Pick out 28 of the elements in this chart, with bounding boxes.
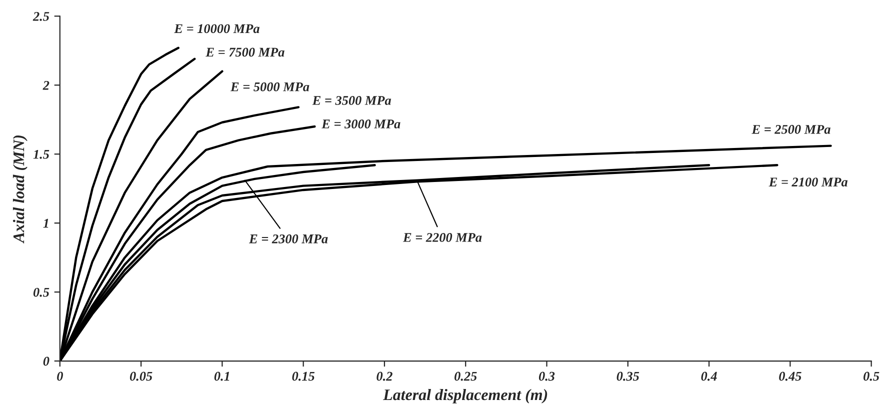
y-tick-label: 0 bbox=[43, 356, 50, 366]
x-tick-label: 0.15 bbox=[292, 372, 315, 381]
y-tick-label: 1.5 bbox=[33, 150, 50, 159]
annotation: E = 7500 MPa bbox=[206, 48, 284, 57]
annotation: E = 2100 MPa bbox=[768, 178, 848, 186]
annotation: E = 2200 MPa bbox=[402, 233, 482, 242]
y-axis-title: Axial load (MN) bbox=[12, 135, 28, 244]
x-tick-label: 0.05 bbox=[130, 372, 152, 381]
x-tick-label: 0.25 bbox=[454, 372, 477, 381]
annotation: E = 5000 MPa bbox=[230, 82, 310, 92]
x-axis-title: Lateral displacement (m) bbox=[382, 388, 548, 404]
y-tick-label: 1 bbox=[43, 218, 48, 228]
y-tick-label: 2 bbox=[42, 80, 50, 90]
annotation: E = 3000 MPa bbox=[322, 120, 400, 128]
x-tick-label: 0.35 bbox=[616, 372, 640, 381]
annotation: E = 2500 MPa bbox=[752, 124, 830, 134]
annotation: E = 2300 MPa bbox=[248, 234, 328, 244]
annotation: E = 10000 MPa bbox=[174, 24, 260, 34]
x-tick-label: 0.45 bbox=[779, 372, 802, 381]
y-tick-label: 0.5 bbox=[33, 288, 50, 297]
x-tick-label: 0 bbox=[57, 372, 63, 381]
x-tick-label: 0.3 bbox=[538, 372, 555, 381]
x-tick-label: 0.5 bbox=[864, 372, 880, 381]
annotation: E = 3500 MPa bbox=[312, 96, 392, 105]
x-tick-label: 0.2 bbox=[376, 372, 392, 381]
x-tick-label: 0.4 bbox=[701, 372, 717, 381]
x-tick-label: 0.1 bbox=[214, 372, 230, 381]
y-tick-label: 2.5 bbox=[32, 12, 50, 21]
